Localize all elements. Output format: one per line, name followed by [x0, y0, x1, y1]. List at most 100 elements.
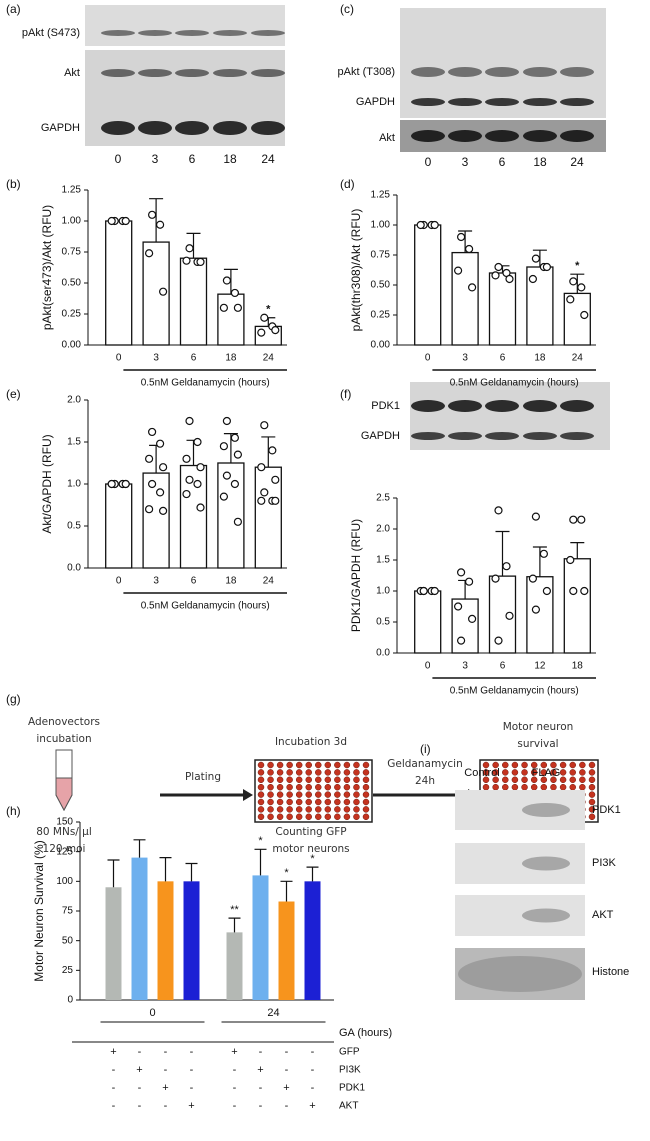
chart: (b) 0.00 0.25 0.50 0.75 1.00 1.25 pAkt(ser473)/… — [6, 177, 287, 389]
y-tick-label: 0.00 — [371, 340, 391, 351]
data-point — [107, 479, 116, 489]
blot-band — [411, 98, 445, 106]
x-tick-label: 3 — [462, 353, 468, 364]
bar — [105, 220, 133, 346]
bar — [414, 224, 442, 346]
bar — [183, 881, 200, 1000]
condition-sign: - — [164, 1064, 168, 1076]
well — [353, 783, 360, 791]
blot-band — [175, 30, 209, 36]
data-point — [268, 446, 277, 455]
data-point — [121, 479, 130, 489]
well — [588, 813, 596, 821]
well — [295, 813, 303, 821]
data-point — [193, 479, 202, 489]
well — [334, 783, 341, 791]
well — [482, 761, 490, 769]
blot-band — [213, 69, 247, 77]
well — [353, 798, 360, 806]
well — [305, 776, 312, 784]
row-label: pAkt (T308) — [338, 66, 395, 78]
row-label: PDK1 — [592, 804, 621, 816]
x-axis-label: 0.5nM Geldanamycin (hours) — [141, 601, 270, 612]
y-tick-label: 125 — [56, 846, 73, 857]
error-bar — [186, 232, 201, 259]
significance: * — [258, 835, 263, 847]
legend-entry: AKT — [339, 1101, 358, 1112]
well — [257, 798, 265, 806]
condition-sign: - — [138, 1046, 142, 1058]
well — [492, 769, 499, 776]
step-text: 80 MNs/ µl — [36, 826, 92, 838]
blot-band — [448, 400, 482, 412]
data-point — [531, 254, 541, 263]
well — [540, 769, 548, 776]
blot-band — [523, 98, 557, 106]
condition-sign: + — [188, 1100, 194, 1112]
y-tick-label: 50 — [62, 935, 74, 946]
x-tick-label: 6 — [500, 661, 506, 672]
data-point — [505, 611, 514, 620]
lane-label: 6 — [189, 152, 196, 166]
well — [511, 761, 519, 769]
blot-band — [560, 400, 594, 412]
blot-band — [411, 400, 445, 412]
well — [579, 769, 586, 776]
well — [588, 769, 596, 776]
y-tick-label: 0.00 — [62, 340, 82, 351]
data-point — [222, 471, 231, 480]
bar — [105, 887, 122, 1000]
well — [502, 776, 509, 784]
y-tick-label: 1.5 — [376, 555, 390, 566]
y-tick-label: 75 — [62, 906, 74, 917]
well — [267, 813, 274, 821]
well — [550, 761, 557, 769]
well — [353, 813, 360, 821]
well — [315, 813, 322, 821]
panel-label: (a) — [6, 2, 21, 16]
condition-sign: - — [259, 1100, 263, 1112]
well — [324, 813, 332, 821]
data-point — [145, 249, 154, 258]
well — [276, 776, 284, 784]
well — [343, 813, 351, 821]
well — [286, 769, 293, 776]
blot-band — [411, 67, 445, 77]
row-label: PDK1 — [371, 400, 400, 412]
data-point — [196, 257, 205, 267]
bar — [304, 881, 321, 1000]
well — [559, 769, 567, 776]
y-tick-label: 0 — [67, 995, 73, 1006]
data-point — [185, 475, 194, 484]
blot-band — [251, 69, 285, 77]
condition-sign: + — [110, 1046, 116, 1058]
well — [362, 813, 370, 821]
bar — [217, 293, 245, 346]
well — [267, 769, 274, 776]
y-axis-label: PDK1/GAPDH (RFU) — [349, 519, 363, 632]
condition-sign: - — [112, 1100, 116, 1112]
blot-band — [101, 121, 135, 135]
condition-sign: + — [231, 1046, 237, 1058]
western-blot: (i) Control FLAG PDK1 PI3K AKT Histone — [420, 742, 629, 1000]
y-tick-label: 1.00 — [371, 220, 391, 231]
significance: ** — [230, 904, 239, 916]
step-text: Incubation 3d — [275, 736, 347, 748]
data-point — [233, 303, 242, 312]
well — [530, 769, 538, 776]
data-point — [457, 232, 466, 242]
condition-sign: - — [285, 1064, 289, 1076]
column-label: FLAG — [532, 767, 561, 779]
lane-label: 24 — [570, 155, 584, 169]
row-label: GAPDH — [41, 122, 80, 134]
y-tick-label: 0.75 — [371, 250, 391, 261]
bar — [131, 857, 148, 1000]
data-point — [531, 605, 541, 614]
x-tick-label: 0 — [116, 576, 122, 587]
error-bar — [159, 857, 172, 882]
x-tick-label: 0 — [116, 353, 122, 364]
x-axis-label: 0.5nM Geldanamycin (hours) — [141, 378, 270, 389]
data-point — [185, 416, 194, 426]
x-tick-label: 0 — [425, 353, 431, 364]
well — [521, 761, 528, 769]
